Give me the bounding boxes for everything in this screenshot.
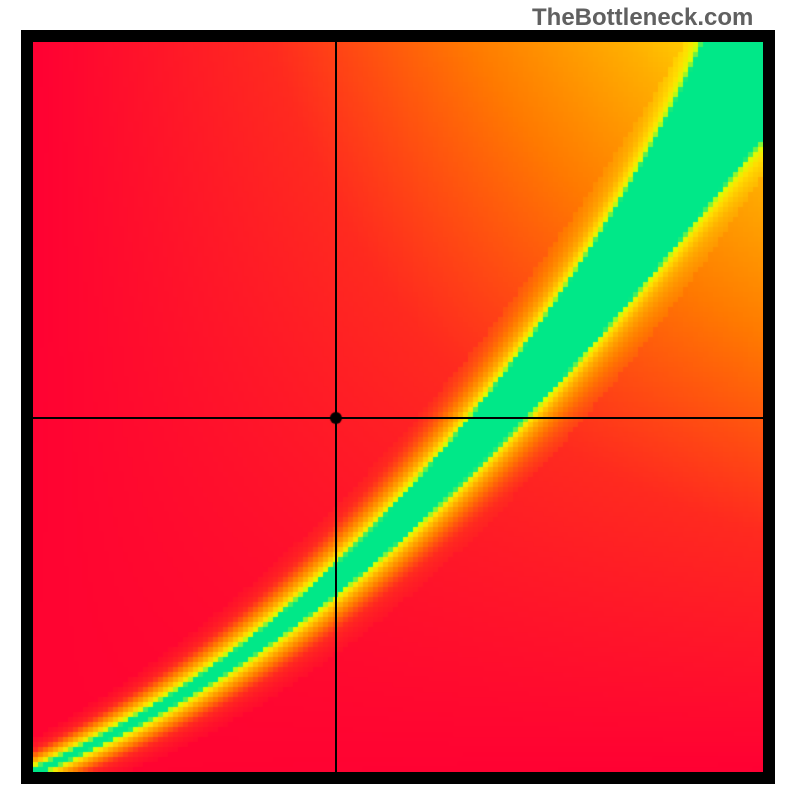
frame-bottom: [21, 772, 775, 784]
frame-right: [763, 30, 775, 784]
watermark-text: TheBottleneck.com: [532, 4, 753, 32]
chart-container: TheBottleneck.com: [0, 0, 800, 800]
frame-left: [21, 30, 33, 784]
marker-canvas: [33, 42, 763, 772]
